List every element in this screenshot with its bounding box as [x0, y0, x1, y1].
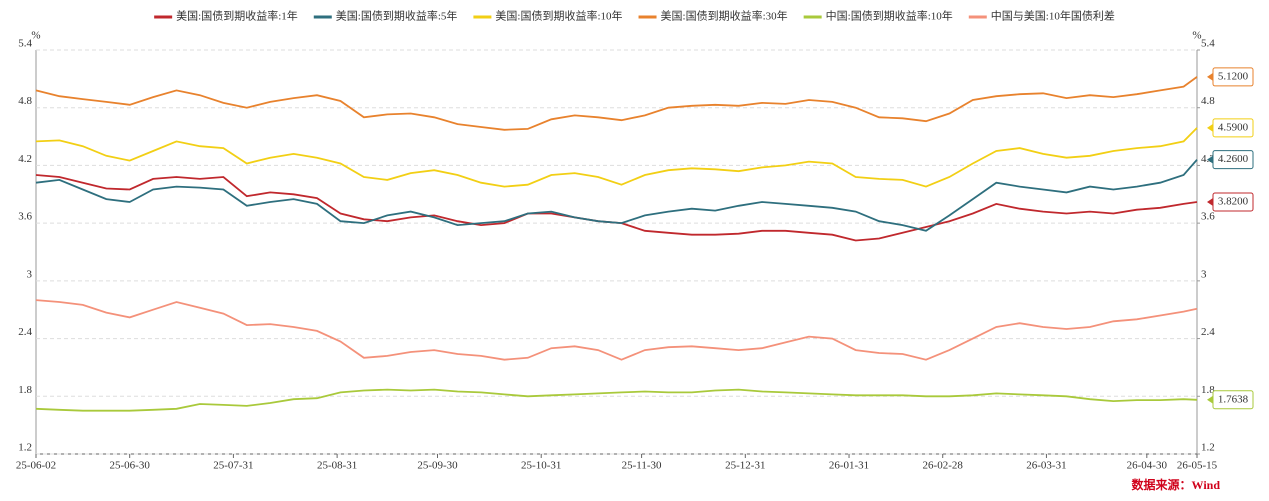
legend-label: 中国:国债到期收益率:10年 [826, 9, 953, 23]
legend-label: 中国与美国:10年国债利差 [991, 9, 1115, 23]
end-label: 1.7638 [1218, 393, 1249, 405]
legend-label: 美国:国债到期收益率:1年 [176, 9, 298, 23]
x-tick-label: 25-06-30 [110, 460, 151, 472]
y-tick-label: 1.8 [18, 384, 32, 396]
end-label-pointer [1207, 155, 1213, 164]
y-tick-label: 2.4 [18, 326, 32, 338]
y2-tick-label: 5.4 [1201, 38, 1215, 50]
x-tick-label: 26-05-15 [1177, 460, 1218, 472]
y2-tick-label: 1.8 [1201, 384, 1215, 396]
x-tick-label: 25-09-30 [417, 460, 458, 472]
x-tick-label: 25-10-31 [521, 460, 561, 472]
x-tick-label: 26-01-31 [829, 460, 869, 472]
y-tick-label: 5.4 [18, 38, 32, 50]
x-tick-label: 25-12-31 [725, 460, 765, 472]
y2-tick-label: 3 [1201, 268, 1207, 280]
end-label-pointer [1207, 395, 1213, 404]
legend-label: 美国:国债到期收益率:30年 [661, 9, 788, 23]
end-label-pointer [1207, 123, 1213, 132]
y2-axis-unit: % [1192, 30, 1201, 42]
x-tick-label: 25-07-31 [213, 460, 253, 472]
series-line [35, 299, 1198, 361]
y2-tick-label: 3.6 [1201, 211, 1215, 223]
series-line [35, 388, 1198, 412]
y2-tick-label: 1.2 [1201, 442, 1215, 454]
end-label: 5.1200 [1218, 70, 1249, 82]
legend: 美国:国债到期收益率:1年 美国:国债到期收益率:5年 美国:国债到期收益率:10年… [154, 9, 1115, 23]
legend-label: 美国:国债到期收益率:10年 [495, 9, 622, 23]
series-line [35, 76, 1198, 131]
series-line [35, 174, 1198, 242]
x-tick-label: 26-03-31 [1026, 460, 1066, 472]
y-axis-unit: % [31, 30, 40, 42]
x-tick-label: 26-04-30 [1127, 460, 1168, 472]
y2-tick-label: 4.8 [1201, 95, 1215, 107]
y-tick-label: 4.8 [18, 95, 32, 107]
x-tick-label: 25-11-30 [622, 460, 662, 472]
legend-label: 美国:国债到期收益率:5年 [336, 9, 458, 23]
series-line [35, 159, 1198, 232]
end-label-pointer [1207, 72, 1213, 81]
y-tick-label: 1.2 [18, 442, 32, 454]
source-note: 数据来源：Wind [1132, 477, 1221, 492]
end-label-pointer [1207, 197, 1213, 206]
y2-tick-label: 2.4 [1201, 326, 1215, 338]
y-tick-label: 4.2 [18, 153, 32, 165]
x-tick-label: 25-08-31 [317, 460, 357, 472]
end-label: 4.5900 [1218, 121, 1249, 133]
end-label: 3.8200 [1218, 196, 1249, 208]
series-line [35, 127, 1198, 188]
y-tick-label: 3 [27, 268, 33, 280]
y-tick-label: 3.6 [18, 211, 32, 223]
x-tick-label: 25-06-02 [16, 460, 56, 472]
x-tick-label: 26-02-28 [923, 460, 964, 472]
end-label: 4.2600 [1218, 153, 1249, 165]
